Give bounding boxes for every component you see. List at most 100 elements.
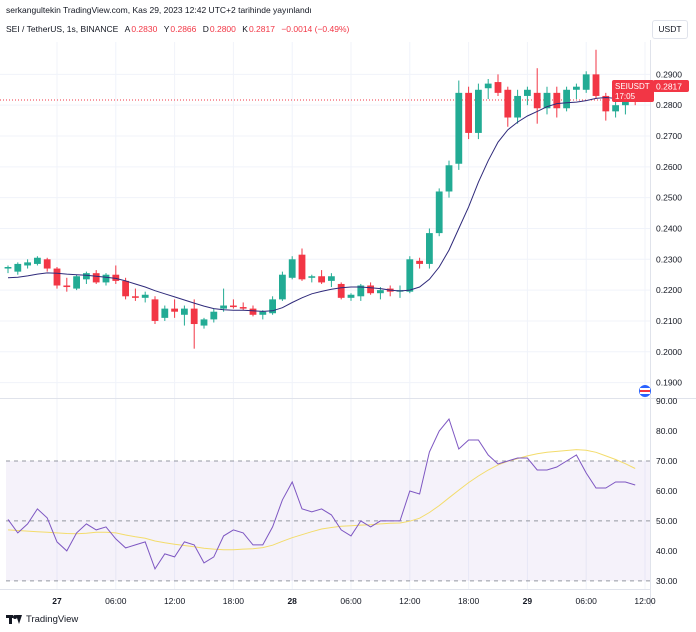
candle-body xyxy=(435,191,443,234)
candle-body xyxy=(445,165,453,192)
candle[interactable] xyxy=(328,273,335,288)
time-axis[interactable]: 27 06:00 12:00 18:00 28 06:00 12:00 18:00 29 06:0… xyxy=(52,596,656,606)
candle-body xyxy=(43,259,51,269)
candle-body xyxy=(4,267,12,269)
candle[interactable] xyxy=(269,296,276,315)
candle-body xyxy=(92,273,100,283)
candle[interactable] xyxy=(230,299,237,309)
candle[interactable] xyxy=(435,188,443,237)
candle[interactable] xyxy=(426,228,433,269)
candle[interactable] xyxy=(24,259,31,269)
ohlc-low-value: 0.2800 xyxy=(209,24,236,34)
price-tick-label: 0.2300 xyxy=(656,254,682,264)
candle-body xyxy=(269,299,276,314)
candle[interactable] xyxy=(582,71,590,93)
candle[interactable] xyxy=(563,86,570,112)
candle-body xyxy=(34,257,41,264)
candle[interactable] xyxy=(465,86,472,140)
candle[interactable] xyxy=(190,299,198,349)
candle[interactable] xyxy=(367,282,374,295)
candle[interactable] xyxy=(220,288,227,312)
candle-body xyxy=(504,89,512,118)
candle-body xyxy=(406,259,414,292)
flag-icon[interactable] xyxy=(639,385,651,397)
candle-body xyxy=(141,294,149,298)
candle[interactable] xyxy=(73,274,80,291)
candle[interactable] xyxy=(543,86,551,115)
candle[interactable] xyxy=(14,262,22,275)
candle-body xyxy=(377,290,384,294)
candle-body xyxy=(24,262,31,266)
candle[interactable] xyxy=(239,302,247,311)
candle[interactable] xyxy=(553,86,561,118)
time-tick-label: 12:00 xyxy=(164,596,186,606)
candle[interactable] xyxy=(200,317,208,329)
candle[interactable] xyxy=(524,86,531,106)
candle[interactable] xyxy=(112,265,120,284)
candle-body xyxy=(484,83,492,89)
candle[interactable] xyxy=(494,74,502,96)
time-tick-label: 12:00 xyxy=(399,596,421,606)
candle[interactable] xyxy=(171,299,178,318)
candle-body xyxy=(171,308,178,312)
candle[interactable] xyxy=(92,270,100,284)
candle[interactable] xyxy=(102,273,110,286)
time-tick-label: 29 xyxy=(523,596,533,606)
candle[interactable] xyxy=(132,288,139,301)
candles[interactable] xyxy=(4,49,639,349)
rsi-axis[interactable]: 90.00 80.00 70.00 60.00 50.00 40.00 30.00 xyxy=(656,396,678,586)
candle[interactable] xyxy=(53,267,61,289)
candle[interactable] xyxy=(504,86,512,127)
candle[interactable] xyxy=(337,282,345,300)
time-tick-label: 27 xyxy=(52,596,62,606)
candle[interactable] xyxy=(279,271,286,301)
candle[interactable] xyxy=(318,270,325,284)
candle-body xyxy=(14,263,22,272)
candle-body xyxy=(190,308,198,325)
grid xyxy=(0,42,650,589)
candle[interactable] xyxy=(63,277,71,292)
candle[interactable] xyxy=(406,256,414,294)
candle-body xyxy=(533,92,541,109)
price-axis[interactable]: 0.2900 0.2800 0.2700 0.2600 0.2500 0.2400 0.23… xyxy=(656,69,682,387)
candle[interactable] xyxy=(347,293,355,301)
candle-body xyxy=(102,274,110,283)
candle[interactable] xyxy=(514,89,521,124)
footer-brand: TradingView xyxy=(6,614,78,625)
candle-body xyxy=(230,305,237,308)
candle[interactable] xyxy=(288,256,296,280)
candle[interactable] xyxy=(298,248,306,281)
candle[interactable] xyxy=(592,49,600,100)
candle-body xyxy=(132,296,139,298)
candle[interactable] xyxy=(308,274,316,283)
candle-body xyxy=(426,233,433,264)
candle[interactable] xyxy=(34,256,41,266)
candle[interactable] xyxy=(573,83,580,100)
candle[interactable] xyxy=(533,68,541,124)
candle[interactable] xyxy=(445,160,453,198)
candle[interactable] xyxy=(455,80,463,170)
candle[interactable] xyxy=(484,78,492,100)
candle[interactable] xyxy=(386,285,394,297)
candle[interactable] xyxy=(416,257,423,269)
candle-body xyxy=(347,294,355,298)
candle-body xyxy=(573,86,580,90)
currency-button[interactable]: USDT xyxy=(652,20,688,39)
rsi-ma-line xyxy=(7,449,636,551)
candle[interactable] xyxy=(151,296,159,325)
candle[interactable] xyxy=(396,285,404,298)
candle[interactable] xyxy=(181,305,188,326)
price-change: −0.0014 (−0.49%) xyxy=(281,24,350,34)
candle[interactable] xyxy=(43,257,51,272)
candle[interactable] xyxy=(4,265,12,274)
candle[interactable] xyxy=(210,308,218,323)
candle[interactable] xyxy=(475,83,482,140)
rsi-tick-label: 70.00 xyxy=(656,456,678,466)
candle-body xyxy=(514,95,521,118)
candle[interactable] xyxy=(141,291,149,303)
candle[interactable] xyxy=(161,305,169,321)
candle[interactable] xyxy=(83,271,90,284)
candle[interactable] xyxy=(357,283,365,301)
candle-body xyxy=(53,268,61,286)
